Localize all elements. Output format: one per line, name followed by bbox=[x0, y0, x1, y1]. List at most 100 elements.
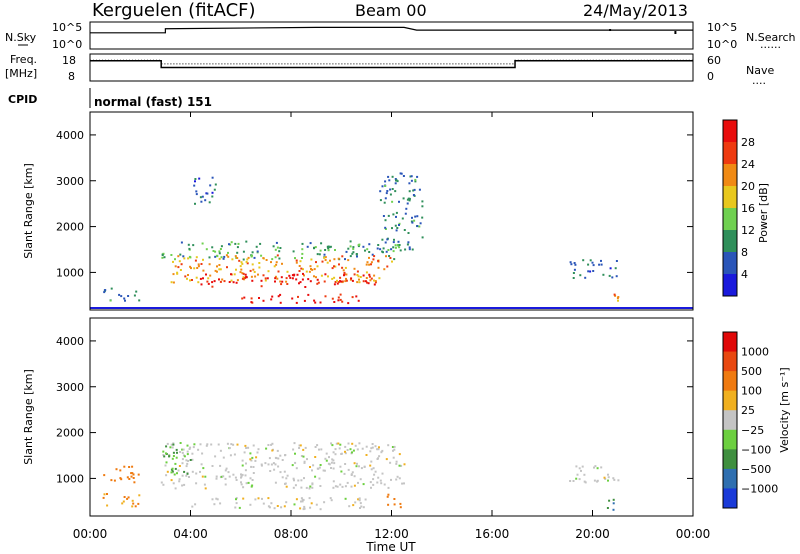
heatmap-cell bbox=[285, 501, 288, 504]
heatmap-cell bbox=[211, 246, 214, 249]
heatmap-cell bbox=[403, 482, 405, 485]
heatmap-cell bbox=[408, 190, 411, 193]
heatmap-cell bbox=[194, 503, 197, 506]
heatmap-cell bbox=[350, 277, 353, 280]
heatmap-cell bbox=[211, 195, 214, 198]
heatmap-cell bbox=[316, 278, 319, 281]
colorbar-frame bbox=[722, 119, 738, 297]
heatmap-cell bbox=[195, 190, 198, 193]
heatmap-cell bbox=[386, 495, 389, 498]
heatmap-cell bbox=[341, 280, 344, 283]
heatmap-cell bbox=[270, 261, 272, 264]
heatmap-cell bbox=[319, 508, 322, 511]
heatmap-cell bbox=[330, 461, 333, 464]
heatmap-cell bbox=[353, 475, 356, 478]
heatmap-cell bbox=[131, 499, 134, 502]
heatmap-cell bbox=[249, 477, 252, 480]
heatmap-cell bbox=[115, 468, 118, 471]
cpid-value: normal (fast) 151 bbox=[94, 95, 212, 109]
sky-left-tick-top: 10^5 bbox=[52, 21, 82, 34]
heatmap-cell bbox=[243, 451, 246, 454]
heatmap-cell bbox=[260, 464, 263, 467]
heatmap-cell bbox=[303, 460, 306, 463]
heatmap-cell bbox=[165, 445, 168, 448]
ytick-label: 3000 bbox=[56, 175, 84, 188]
heatmap-cell bbox=[581, 465, 584, 468]
heatmap-cell bbox=[314, 246, 317, 249]
heatmap-cell bbox=[344, 258, 346, 261]
heatmap-cell bbox=[372, 478, 375, 481]
heatmap-cell bbox=[270, 463, 273, 466]
colorbar-tick-label: 16 bbox=[741, 202, 755, 215]
heatmap-cell bbox=[362, 483, 365, 486]
heatmap-cell bbox=[587, 263, 590, 266]
heatmap-cell bbox=[379, 190, 382, 193]
heatmap-cell bbox=[177, 469, 180, 472]
heatmap-cell bbox=[283, 505, 286, 508]
heatmap-cell bbox=[337, 442, 340, 445]
heatmap-cell bbox=[226, 442, 229, 445]
heatmap-cell bbox=[349, 278, 352, 281]
heatmap-cell bbox=[195, 472, 198, 475]
heatmap-cell bbox=[339, 276, 342, 279]
heatmap-cell bbox=[215, 497, 218, 500]
heatmap-cell bbox=[617, 299, 619, 302]
heatmap-cell bbox=[323, 469, 326, 472]
heatmap-cell bbox=[221, 278, 224, 281]
heatmap-cell bbox=[613, 293, 616, 296]
heatmap-cell bbox=[390, 478, 392, 481]
heatmap-cell bbox=[396, 227, 399, 229]
heatmap-cell bbox=[281, 280, 284, 283]
heatmap-cell bbox=[362, 506, 365, 509]
heatmap-cell bbox=[603, 476, 606, 479]
heatmap-cell bbox=[591, 261, 594, 264]
heatmap-cell bbox=[297, 295, 299, 298]
heatmap-cell bbox=[226, 266, 228, 269]
heatmap-cell bbox=[304, 286, 307, 288]
heatmap-cell bbox=[600, 259, 602, 262]
heatmap-cell bbox=[127, 295, 130, 297]
colorbar-segment bbox=[723, 274, 737, 297]
heatmap-cell bbox=[286, 474, 289, 477]
heatmap-cell bbox=[403, 463, 406, 466]
heatmap-cell bbox=[277, 457, 280, 460]
heatmap-cell bbox=[370, 263, 372, 266]
heatmap-cell bbox=[402, 197, 405, 200]
heatmap-cell bbox=[387, 214, 390, 217]
heatmap-cell bbox=[414, 178, 417, 181]
heatmap-cell bbox=[179, 253, 182, 256]
heatmap-cell bbox=[298, 270, 301, 272]
heatmap-cell bbox=[160, 481, 163, 484]
heatmap-cell bbox=[334, 281, 337, 283]
heatmap-cell bbox=[131, 465, 134, 468]
heatmap-cell bbox=[270, 443, 273, 446]
heatmap-cell bbox=[103, 474, 106, 477]
heatmap-cell bbox=[358, 243, 361, 246]
heatmap-cell bbox=[362, 274, 365, 277]
heatmap-cell bbox=[355, 465, 358, 468]
heatmap-cell bbox=[346, 481, 349, 484]
heatmap-cell bbox=[396, 475, 399, 478]
heatmap-cell bbox=[608, 499, 611, 502]
heatmap-cell bbox=[252, 268, 255, 271]
heatmap-cell bbox=[222, 456, 225, 459]
heatmap-cell bbox=[241, 459, 244, 462]
heatmap-cell bbox=[392, 250, 395, 253]
heatmap-cell bbox=[161, 254, 164, 256]
heatmap-cell bbox=[392, 241, 395, 244]
heatmap-cell bbox=[596, 480, 599, 483]
heatmap-cell bbox=[606, 507, 609, 509]
heatmap-cell bbox=[189, 265, 192, 268]
heatmap-cell bbox=[342, 269, 345, 272]
heatmap-cell bbox=[276, 254, 279, 257]
heatmap-cell bbox=[118, 293, 121, 296]
heatmap-cell bbox=[363, 465, 366, 468]
heatmap-cell bbox=[264, 277, 267, 280]
heatmap-cell bbox=[384, 241, 387, 244]
heatmap-cell bbox=[281, 476, 284, 479]
heatmap-cell bbox=[374, 281, 377, 284]
heatmap-cell bbox=[246, 258, 249, 261]
heatmap-cell bbox=[391, 200, 394, 203]
heatmap-cell bbox=[181, 474, 184, 477]
